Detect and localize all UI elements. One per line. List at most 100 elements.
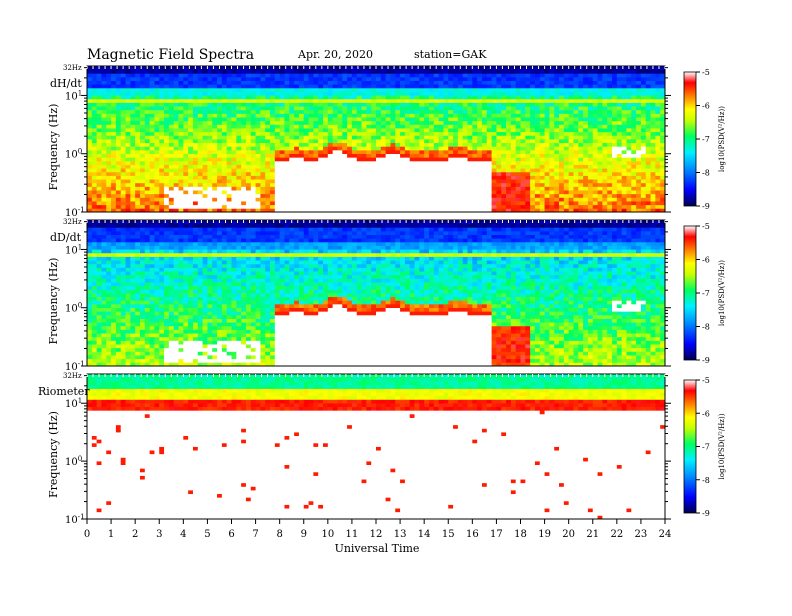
heatmap-cell [434, 106, 439, 110]
heatmap-cell [598, 197, 603, 201]
heatmap-cell [154, 197, 159, 201]
heatmap-cell [655, 197, 660, 201]
heatmap-cell [347, 168, 352, 172]
heatmap-cell [376, 92, 381, 96]
heatmap-cell [174, 128, 179, 132]
heatmap-cell [236, 113, 241, 117]
heatmap-cell [535, 194, 540, 198]
heatmap-cell [188, 172, 193, 176]
heatmap-cell [530, 205, 535, 209]
heatmap-cell [419, 84, 424, 88]
heatmap-cell [573, 73, 578, 77]
heatmap-cell [453, 150, 458, 154]
heatmap-cell [506, 113, 511, 117]
heatmap-cell [203, 172, 208, 176]
heatmap-cell [492, 172, 497, 176]
heatmap-cell [145, 168, 150, 172]
heatmap-cell [415, 197, 420, 201]
heatmap-cell [641, 168, 646, 172]
heatmap-cell [352, 106, 357, 110]
heatmap-cell [540, 194, 545, 198]
heatmap-cell [569, 143, 574, 147]
heatmap-cell [169, 205, 174, 209]
heatmap-cell [188, 81, 193, 85]
heatmap-cell [92, 135, 97, 139]
heatmap-cell [530, 81, 535, 85]
heatmap-cell [169, 88, 174, 92]
heatmap-cell [222, 81, 227, 85]
heatmap-cell [299, 95, 304, 99]
heatmap-cell [164, 103, 169, 107]
heatmap-cell [284, 73, 289, 77]
heatmap-cell [328, 103, 333, 107]
heatmap-cell [415, 201, 420, 205]
heatmap-cell [357, 81, 362, 85]
heatmap-cell [289, 179, 294, 183]
heatmap-cell [492, 168, 497, 172]
heatmap-cell [106, 150, 111, 154]
heatmap-cell [535, 70, 540, 74]
heatmap-cell [419, 190, 424, 194]
heatmap-cell [492, 73, 497, 77]
heatmap-cell [607, 132, 612, 136]
heatmap-cell [159, 81, 164, 85]
heatmap-cell [323, 121, 328, 125]
heatmap-cell [376, 183, 381, 187]
heatmap-cell [386, 113, 391, 117]
heatmap-cell [135, 186, 140, 190]
heatmap-cell [174, 157, 179, 161]
heatmap-cell [342, 205, 347, 209]
heatmap-cell [468, 186, 473, 190]
heatmap-cell [598, 176, 603, 180]
heatmap-cell [159, 168, 164, 172]
heatmap-cell [395, 73, 400, 77]
heatmap-cell [386, 73, 391, 77]
heatmap-cell [87, 73, 92, 77]
heatmap-cell [87, 330, 92, 334]
heatmap-cell [154, 146, 159, 150]
heatmap-cell [304, 179, 309, 183]
heatmap-cell [549, 139, 554, 143]
heatmap-cell [294, 154, 299, 158]
heatmap-cell [636, 154, 641, 158]
heatmap-cell [583, 190, 588, 194]
heatmap-cell [323, 183, 328, 187]
heatmap-cell [193, 124, 198, 128]
heatmap-cell [535, 146, 540, 150]
heatmap-cell [150, 103, 155, 107]
heatmap-cell [521, 70, 526, 74]
heatmap-cell [525, 117, 530, 121]
heatmap-cell [400, 139, 405, 143]
heatmap-cell [415, 183, 420, 187]
heatmap-cell [554, 165, 559, 169]
heatmap-cell [217, 99, 222, 103]
heatmap-cell [333, 150, 338, 154]
heatmap-cell [179, 132, 184, 136]
heatmap-cell [583, 176, 588, 180]
heatmap-cell [472, 165, 477, 169]
heatmap-cell [626, 186, 631, 190]
heatmap-cell [337, 92, 342, 96]
heatmap-cell [126, 95, 131, 99]
heatmap-cell [280, 161, 285, 165]
heatmap-cell [521, 150, 526, 154]
heatmap-cell [260, 106, 265, 110]
heatmap-cell [371, 197, 376, 201]
heatmap-cell [169, 146, 174, 150]
heatmap-cell [256, 132, 261, 136]
heatmap-cell [415, 132, 420, 136]
heatmap-cell [174, 190, 179, 194]
heatmap-cell [203, 73, 208, 77]
heatmap-cell [521, 84, 526, 88]
heatmap-cell [101, 150, 106, 154]
heatmap-cell [342, 84, 347, 88]
heatmap-cell [193, 161, 198, 165]
heatmap-cell [169, 103, 174, 107]
heatmap-cell [299, 117, 304, 121]
heatmap-cell [390, 70, 395, 74]
heatmap-cell [337, 70, 342, 74]
heatmap-cell [260, 110, 265, 114]
heatmap-cell [323, 70, 328, 74]
heatmap-cell [241, 103, 246, 107]
heatmap-cell [169, 176, 174, 180]
